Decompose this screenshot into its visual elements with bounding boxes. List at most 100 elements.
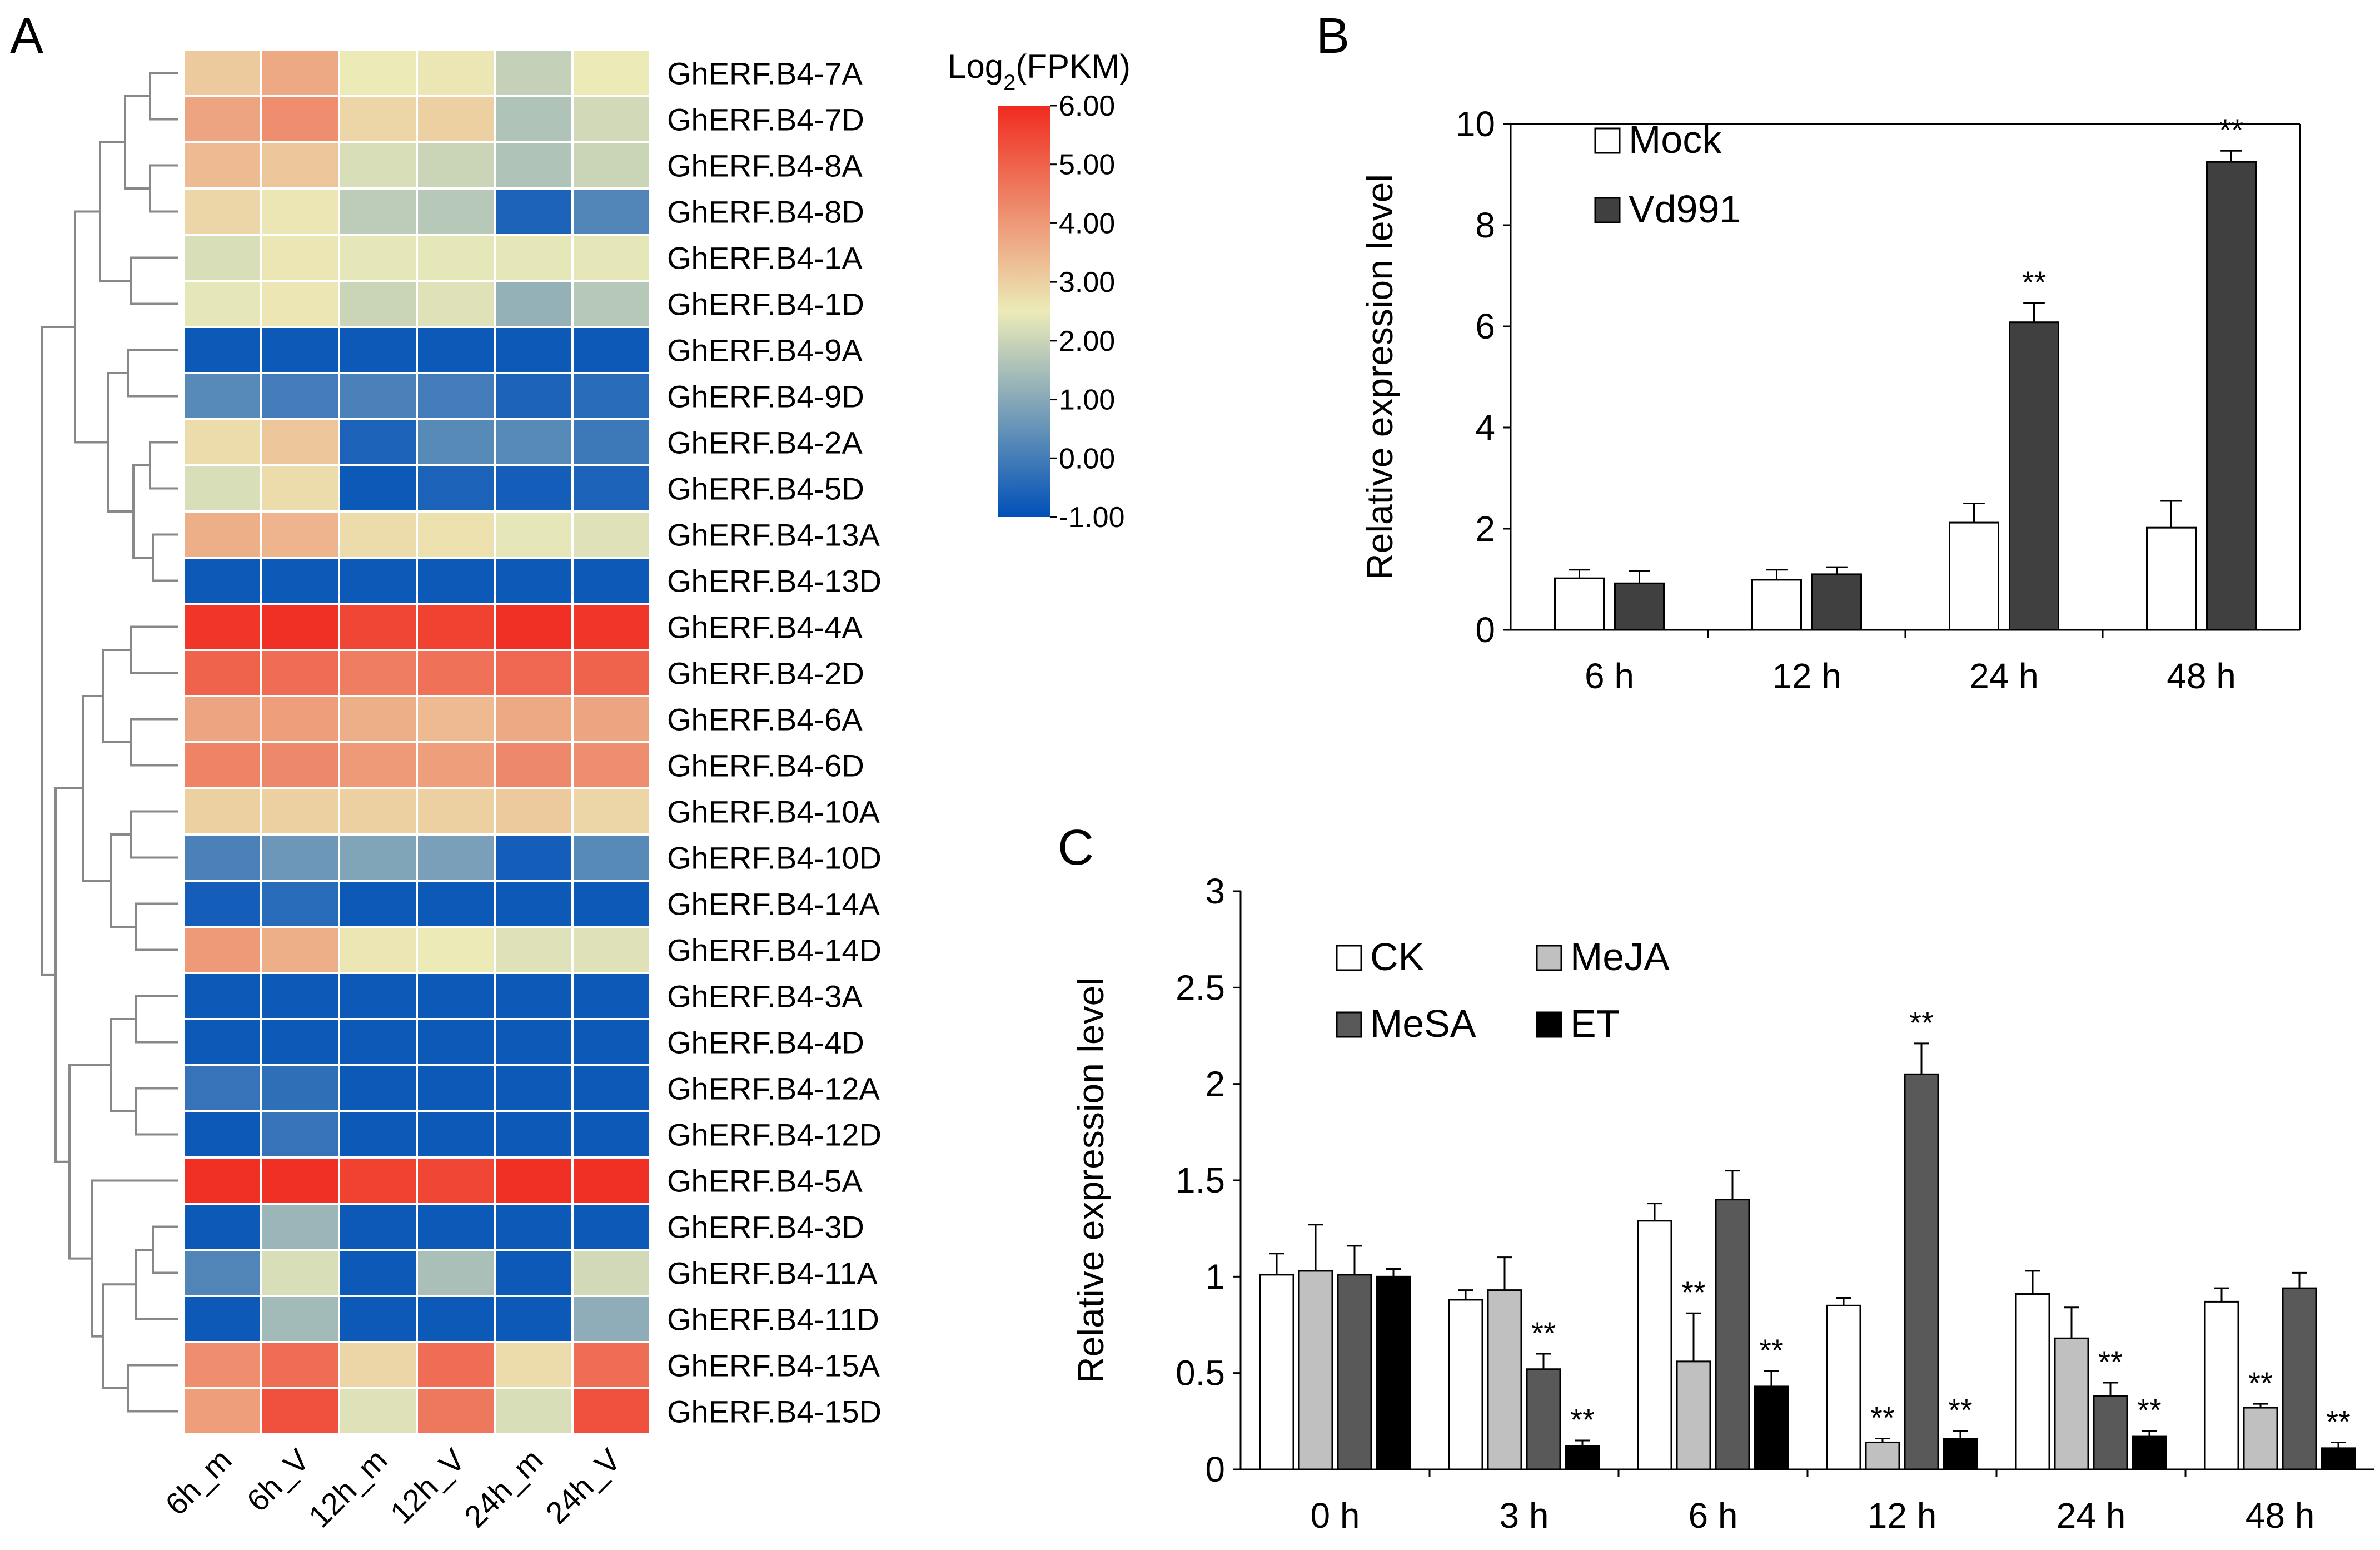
heatmap-cell <box>260 1341 340 1389</box>
column-label: 12h_m <box>302 1442 394 1534</box>
bar <box>1949 521 1999 631</box>
row-label: GhERF.B4-4D <box>667 1025 864 1060</box>
significance-label: ** <box>1570 1402 1595 1437</box>
heatmap-cell <box>416 141 496 190</box>
row-label: GhERF.B4-15D <box>667 1394 882 1429</box>
heatmap-cell <box>416 787 496 836</box>
heatmap-cell <box>571 280 651 328</box>
heatmap-cell <box>494 141 574 190</box>
heatmap-cell <box>260 510 340 559</box>
heatmap-cell <box>416 234 496 282</box>
row-label: GhERF.B4-1A <box>667 241 863 276</box>
heatmap-cell <box>494 1387 574 1435</box>
heatmap-cell <box>260 649 340 697</box>
heatmap-cell <box>494 1110 574 1159</box>
heatmap-cell <box>338 95 418 143</box>
heatmap-cell <box>416 880 496 928</box>
panel-label-b: B <box>1316 8 1350 64</box>
legend-label: Vd991 <box>1629 187 1741 231</box>
heatmap-cell <box>571 95 651 143</box>
heatmap-cell <box>182 1064 262 1112</box>
bar <box>1751 579 1802 631</box>
bar <box>1715 1199 1750 1470</box>
colorbar-tick-label: -1.00 <box>1059 501 1125 534</box>
row-label: GhERF.B4-12A <box>667 1071 880 1106</box>
heatmap-cell <box>182 1341 262 1389</box>
heatmap-cell <box>416 49 496 97</box>
row-label: GhERF.B4-6D <box>667 748 864 783</box>
row-label: GhERF.B4-11A <box>667 1256 878 1291</box>
heatmap-cell <box>182 1249 262 1297</box>
heatmap-cell <box>416 695 496 743</box>
row-label: GhERF.B4-8A <box>667 148 863 183</box>
heatmap-cell <box>182 926 262 974</box>
heatmap-cell <box>260 187 340 236</box>
dendrogram-branch <box>130 810 178 859</box>
bar <box>2321 1447 2356 1470</box>
heatmap-cell <box>416 926 496 974</box>
y-tick-label: 8 <box>1475 205 1495 245</box>
bar <box>1637 1220 1672 1470</box>
heatmap-cell <box>571 1156 651 1205</box>
x-tick-label: 0 h <box>1311 1496 1360 1536</box>
heatmap-cell <box>260 1387 340 1435</box>
legend-swatch <box>1536 1011 1562 1038</box>
bar <box>1487 1289 1522 1470</box>
heatmap-cell <box>260 926 340 974</box>
heatmap-cell <box>571 1203 651 1251</box>
heatmap-cell <box>416 741 496 789</box>
heatmap-cell <box>260 1295 340 1343</box>
legend-swatch <box>1336 1011 1362 1038</box>
colorbar-tick-label: 5.00 <box>1059 149 1115 181</box>
dendrogram-branch <box>135 995 178 1044</box>
bar <box>2146 526 2197 631</box>
bar <box>1259 1274 1294 1470</box>
dendrogram-branch <box>110 833 136 928</box>
y-tick-label: 10 <box>1456 104 1495 144</box>
bar <box>1754 1385 1789 1470</box>
heatmap-cell <box>494 1249 574 1297</box>
heatmap-cell <box>182 833 262 882</box>
heatmap-cell <box>571 695 651 743</box>
significance-label: ** <box>1759 1333 1784 1368</box>
heatmap-cell <box>182 326 262 374</box>
x-tick-label: 12 h <box>1868 1496 1937 1536</box>
dendrogram-branch <box>68 1064 111 1260</box>
row-label: GhERF.B4-5D <box>667 471 864 506</box>
dendrogram-branch <box>127 349 178 398</box>
heatmap-cell <box>260 972 340 1020</box>
heatmap-cell <box>494 833 574 882</box>
bar <box>2009 321 2059 631</box>
heatmap-cell <box>338 1018 418 1066</box>
heatmap-cell <box>494 1295 574 1343</box>
heatmap-cell <box>571 1064 651 1112</box>
heatmap-cell <box>338 187 418 236</box>
heatmap-cell <box>260 372 340 420</box>
heatmap-cell <box>260 603 340 651</box>
row-label: GhERF.B4-9D <box>667 379 864 414</box>
colorbar-tick-label: 3.00 <box>1059 266 1115 299</box>
heatmap-cell <box>416 649 496 697</box>
row-label: GhERF.B4-13D <box>667 564 882 599</box>
heatmap-cell <box>416 418 496 466</box>
row-label: GhERF.B4-7D <box>667 102 864 137</box>
bar <box>2132 1435 2167 1470</box>
heatmap-cell <box>182 95 262 143</box>
heatmap-cell <box>338 833 418 882</box>
heatmap-cell <box>338 1295 418 1343</box>
heatmap-cell <box>182 187 262 236</box>
row-label: GhERF.B4-10A <box>667 794 880 829</box>
heatmap-cell <box>571 1387 651 1435</box>
bar <box>1526 1368 1561 1470</box>
heatmap-cell <box>338 49 418 97</box>
column-label: 24h_V <box>539 1442 628 1531</box>
row-label: GhERF.B4-4A <box>667 610 863 645</box>
heatmap-cell <box>494 1064 574 1112</box>
bar <box>1337 1274 1372 1470</box>
legend-swatch <box>1536 945 1562 971</box>
heatmap-cell <box>338 557 418 605</box>
heatmap-cell <box>416 372 496 420</box>
heatmap-cell <box>416 95 496 143</box>
row-label: GhERF.B4-14D <box>667 933 882 968</box>
y-tick-label: 2 <box>1475 509 1495 549</box>
